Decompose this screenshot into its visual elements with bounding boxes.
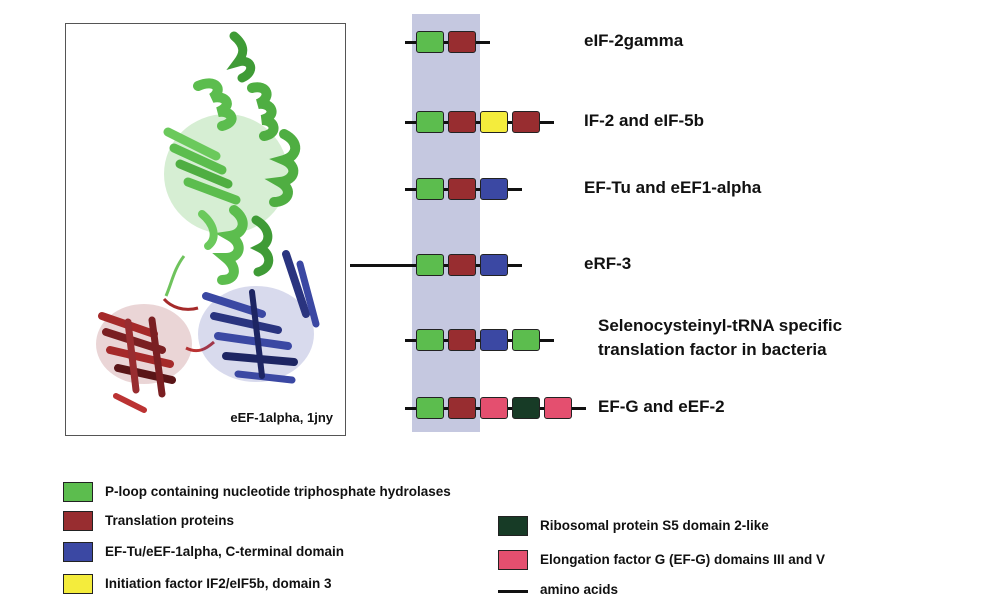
domain-architecture-rows: eIF-2gamma IF-2 and eIF-5b EF-Tu and eEF1-… — [405, 31, 843, 419]
conserved-domain-highlight — [412, 14, 480, 432]
amino-acid-chain-line — [405, 121, 554, 124]
legend-swatch-ribosomal-s5 — [498, 516, 528, 536]
protein-label: IF-2 and eIF-5b — [584, 111, 704, 130]
domain-box-translation — [448, 329, 476, 351]
legend-swatch-ef-tu-cterm — [63, 542, 93, 562]
protein-label: eRF-3 — [584, 254, 632, 273]
legend-label-translation: Translation proteins — [105, 513, 235, 528]
protein-label: EF-G and eEF-2 — [598, 397, 725, 416]
domain-box-if2-domain3 — [480, 111, 508, 133]
legend-label-p-loop: P-loop containing nucleotide triphosphat… — [105, 484, 451, 499]
domain-box-translation — [448, 178, 476, 200]
legend-line-amino-acids — [498, 590, 528, 593]
domain-box-p-loop — [416, 397, 444, 419]
legend-swatch-p-loop — [63, 482, 93, 502]
linker-loop — [164, 255, 186, 297]
legend-label-ef-tu-cterm: EF-Tu/eEF-1alpha, C-terminal domain — [105, 544, 345, 559]
blue-domain — [198, 250, 320, 384]
domain-box-ef-g-iii-v — [480, 397, 508, 419]
domain-box-p-loop — [416, 329, 444, 351]
protein-label: EF-Tu and eEF1-alpha — [584, 178, 762, 197]
domain-box-ef-tu-cterm — [480, 178, 508, 200]
domain-box-translation — [448, 111, 476, 133]
red-domain — [96, 304, 192, 413]
domain-box-ef-tu-cterm — [480, 254, 508, 276]
red-linker — [162, 297, 199, 311]
legend-swatch-ef-g — [498, 550, 528, 570]
domain-box-translation — [448, 397, 476, 419]
domain-box-ef-tu-cterm — [480, 329, 508, 351]
structure-panel: eEF-1alpha, 1jny — [65, 23, 346, 436]
legend-label-ribosomal-s5: Ribosomal protein S5 domain 2-like — [540, 518, 769, 533]
domain-box-p-loop — [416, 254, 444, 276]
legend-swatch-if2-domain3 — [63, 574, 93, 594]
legend-label-ef-g: Elongation factor G (EF-G) domains III a… — [540, 552, 826, 567]
red-blue-linker — [185, 340, 215, 353]
protein-label: eIF-2gamma — [584, 31, 684, 50]
domain-box-p-loop — [512, 329, 540, 351]
domain-box-ef-g-iii-v — [544, 397, 572, 419]
domain-box-ribosomal-s5 — [512, 397, 540, 419]
protein-label: Selenocysteinyl-tRNA specific — [598, 316, 843, 335]
protein-structure-illustration — [96, 31, 320, 413]
domain-box-p-loop — [416, 111, 444, 133]
domain-box-p-loop — [416, 31, 444, 53]
legend-label-amino-acids: amino acids — [540, 582, 619, 597]
green-domain — [163, 31, 301, 285]
domain-box-p-loop — [416, 178, 444, 200]
domain-box-translation — [448, 31, 476, 53]
domain-box-translation — [512, 111, 540, 133]
domain-box-translation — [448, 254, 476, 276]
structure-connector-line — [350, 264, 416, 267]
legend-label-if2-domain3: Initiation factor IF2/eIF5b, domain 3 — [105, 576, 332, 591]
amino-acid-chain-line — [405, 339, 554, 342]
amino-acid-chain-line — [405, 41, 490, 44]
structure-caption: eEF-1alpha, 1jny — [230, 410, 333, 425]
protein-label-line2: translation factor in bacteria — [598, 340, 827, 359]
legend-swatch-translation — [63, 511, 93, 531]
